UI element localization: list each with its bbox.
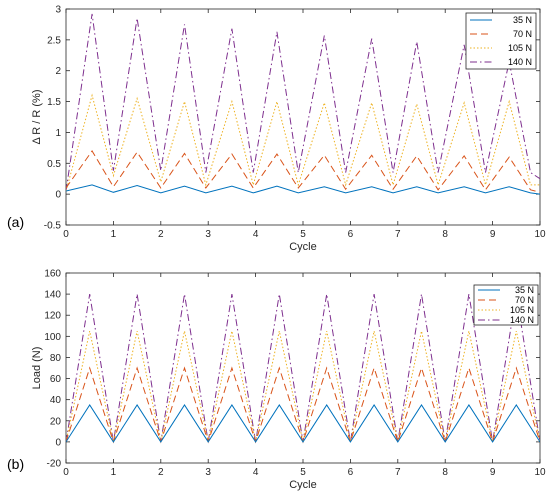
x-tick-label: 7 [395,229,401,240]
y-axis-label-a: Δ R / R (%) [31,89,43,144]
x-tick-label: 8 [442,229,448,240]
x-tick-label: 0 [63,229,69,240]
y-tick-label: 20 [50,416,62,427]
x-tick-label: 1 [111,229,117,240]
x-tick-label: 5 [300,467,306,478]
panel-label-b: (b) [7,456,24,472]
x-tick-label: 4 [253,229,259,240]
plot-area [65,8,541,226]
legend-label: 35 N [513,15,532,25]
legend-label: 105 N [510,305,534,315]
x-tick-label: 8 [442,467,448,478]
y-tick-label: -20 [47,459,62,470]
series-line-35n [66,404,540,443]
legend-label: 70 N [513,29,532,39]
legend-label: 140 N [508,57,532,67]
y-tick-label: 0 [55,437,61,448]
legend-label: 70 N [515,295,534,305]
y-tick-label: 3 [55,5,61,16]
y-tick-label: 80 [50,353,62,364]
x-tick-label: 7 [395,467,401,478]
legend: 35 N 70 N 105 N 140 N [465,12,537,70]
y-tick-label: 140 [44,290,61,301]
series-line-140n [66,13,540,192]
series-line-70n [66,150,540,193]
y-tick-label: 40 [50,395,62,406]
y-tick-label: 0.5 [47,159,61,170]
y-tick-label: 120 [44,311,61,322]
chart-panel-a: (a) Δ R / R (%) Cycle 0 1 2 3 4 5 6 7 8 9 10-0.500… [7,5,546,254]
series-line-35n [66,184,540,195]
x-tick-label: 1 [111,467,117,478]
legend-box [465,12,537,70]
y-axis-label-b: Load (N) [31,347,43,390]
y-tick-label: 60 [50,374,62,385]
y-tick-label: -0.5 [44,221,62,232]
x-tick-label: 2 [158,467,164,478]
y-tick-label: 100 [44,332,61,343]
x-tick-label: 3 [205,467,211,478]
x-tick-label: 10 [534,467,546,478]
x-axis-label-a: Cycle [289,241,317,253]
legend-label: 35 N [515,285,534,295]
x-tick-label: 9 [490,229,496,240]
legend-label: 105 N [508,43,532,53]
y-tick-label: 2 [55,66,61,77]
x-tick-label: 6 [348,467,354,478]
y-tick-label: 1 [55,128,61,139]
x-tick-label: 4 [253,467,259,478]
x-tick-label: 10 [534,229,546,240]
legend-box [473,284,539,326]
x-tick-label: 6 [348,229,354,240]
x-tick-label: 3 [205,229,211,240]
panel-label-a: (a) [7,214,24,230]
x-tick-label: 2 [158,229,164,240]
chart-panel-b: (b) Load (N) Cycle 0 1 2 3 4 5 6 7 8 9 10-20020406… [7,269,546,492]
x-axis-label-b: Cycle [289,479,317,491]
y-tick-label: 160 [44,269,61,280]
y-tick-label: 0 [55,190,61,201]
x-tick-label: 5 [300,229,306,240]
plot-area [65,272,541,464]
y-tick-label: 1.5 [47,97,61,108]
x-tick-label: 0 [63,467,69,478]
legend-label: 140 N [510,315,534,325]
x-tick-label: 9 [490,467,496,478]
y-tick-label: 2.5 [47,35,61,46]
